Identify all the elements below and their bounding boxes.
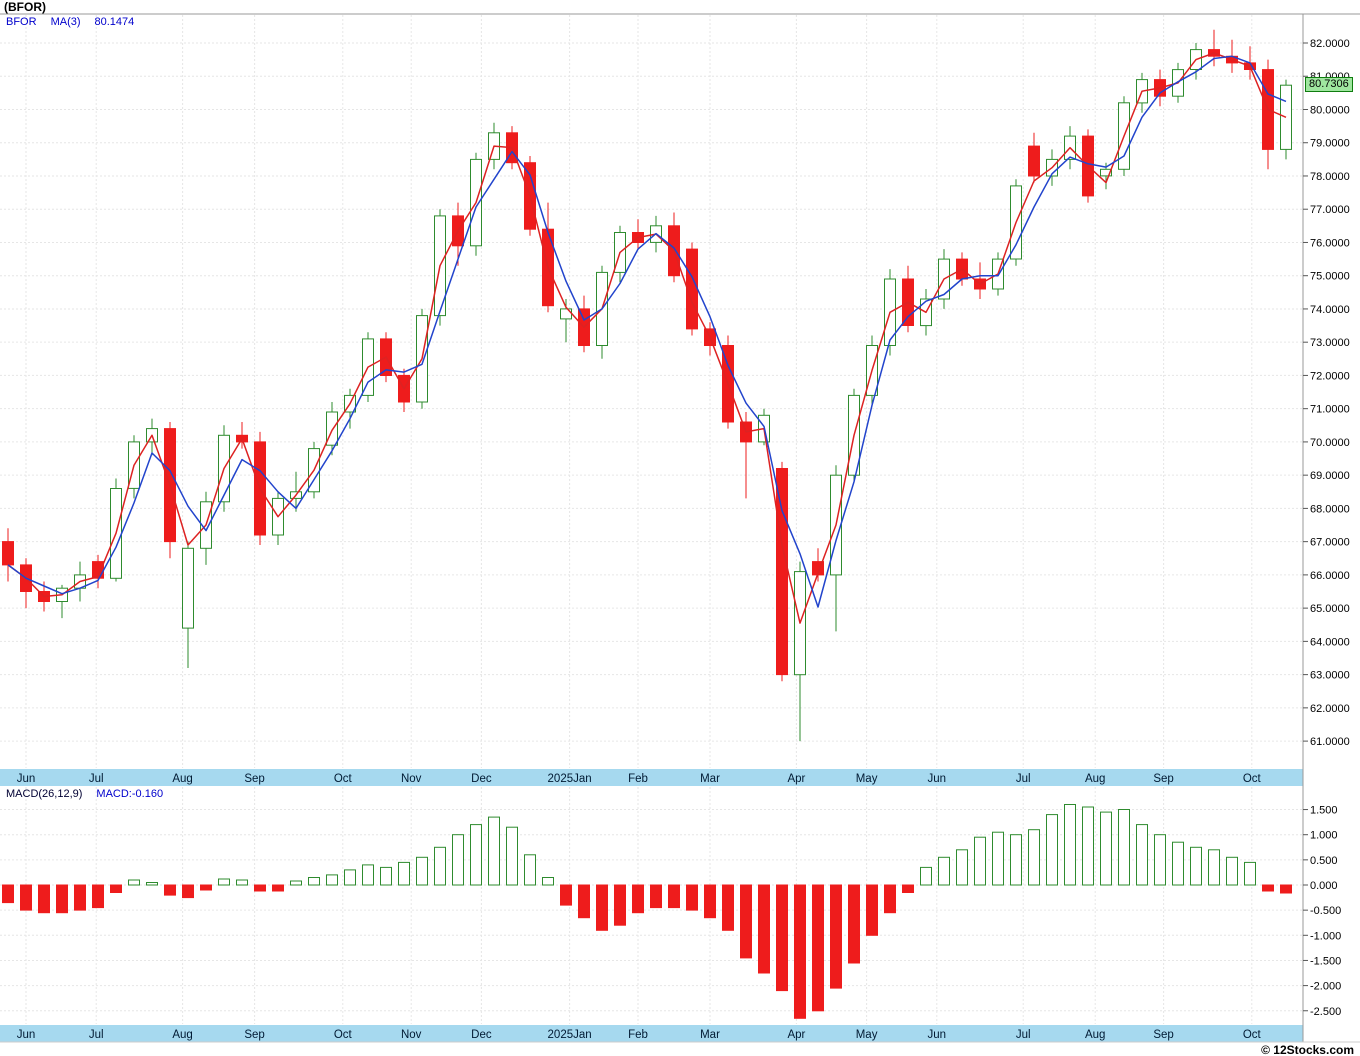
svg-text:-2.000: -2.000 — [1310, 981, 1341, 993]
macd-histogram — [2, 804, 1292, 1019]
ma-lines — [7, 52, 1287, 624]
svg-text:71.0000: 71.0000 — [1310, 404, 1350, 416]
svg-text:Oct: Oct — [334, 1029, 353, 1041]
svg-text:69.0000: 69.0000 — [1310, 470, 1350, 482]
pane-borders — [0, 13, 1360, 1043]
svg-text:-2.500: -2.500 — [1310, 1006, 1341, 1018]
svg-text:61.0000: 61.0000 — [1310, 736, 1350, 748]
price-legend: BFOR MA(3) 80.1474 — [6, 16, 134, 28]
svg-text:Feb: Feb — [628, 1029, 648, 1041]
legend-ma-value: 80.1474 — [94, 16, 135, 28]
price-axis: 61.0000 62.0000 63.0000 64.0000 65.0000 66.00… — [1303, 38, 1350, 748]
svg-text:2025Jan: 2025Jan — [548, 773, 592, 785]
svg-text:Jun: Jun — [928, 1029, 947, 1041]
macd-params: MACD(26,12,9) — [6, 788, 83, 800]
svg-text:Oct: Oct — [1243, 1029, 1262, 1041]
macd-value: MACD:-0.160 — [96, 788, 164, 800]
svg-text:77.0000: 77.0000 — [1310, 204, 1350, 216]
svg-text:Mar: Mar — [700, 1029, 720, 1041]
month-labels: Jun Jun Jul Jul Aug Aug Sep Sep Oct Oct Nov Nov Dec D… — [17, 773, 1262, 1041]
svg-text:64.0000: 64.0000 — [1310, 636, 1350, 648]
svg-text:0.500: 0.500 — [1310, 855, 1338, 867]
svg-text:Dec: Dec — [471, 1029, 492, 1041]
svg-text:66.0000: 66.0000 — [1310, 570, 1350, 582]
svg-text:Oct: Oct — [334, 773, 353, 785]
svg-text:Jul: Jul — [1016, 1029, 1031, 1041]
svg-text:79.0000: 79.0000 — [1310, 138, 1350, 150]
svg-text:72.0000: 72.0000 — [1310, 370, 1350, 382]
svg-text:May: May — [856, 773, 878, 785]
svg-text:Jul: Jul — [89, 1029, 104, 1041]
svg-text:-0.500: -0.500 — [1310, 905, 1341, 917]
svg-text:Aug: Aug — [172, 1029, 192, 1041]
month-axis-bands — [0, 769, 1303, 1042]
ma3-line — [7, 55, 1287, 608]
copyright: © 12Stocks.com — [1261, 1043, 1354, 1056]
symbol-title: (BFOR) — [4, 0, 46, 14]
candlesticks — [2, 29, 1292, 742]
svg-text:Sep: Sep — [244, 1029, 264, 1041]
macd-legend: MACD(26,12,9) MACD:-0.160 — [6, 788, 163, 800]
svg-text:Aug: Aug — [172, 773, 192, 785]
svg-text:63.0000: 63.0000 — [1310, 670, 1350, 682]
svg-text:73.0000: 73.0000 — [1310, 337, 1350, 349]
legend-symbol: BFOR — [6, 16, 37, 28]
svg-text:0.000: 0.000 — [1310, 880, 1338, 892]
svg-text:Jun: Jun — [928, 773, 947, 785]
svg-text:68.0000: 68.0000 — [1310, 503, 1350, 515]
svg-text:Apr: Apr — [787, 773, 805, 785]
svg-text:Feb: Feb — [628, 773, 648, 785]
svg-text:65.0000: 65.0000 — [1310, 603, 1350, 615]
svg-text:82.0000: 82.0000 — [1310, 38, 1350, 50]
svg-text:Sep: Sep — [244, 773, 264, 785]
svg-text:-1.500: -1.500 — [1310, 955, 1341, 967]
svg-text:78.0000: 78.0000 — [1310, 171, 1350, 183]
last-price-flag: 80.7306 — [1305, 77, 1353, 92]
svg-text:Mar: Mar — [700, 773, 720, 785]
svg-text:76.0000: 76.0000 — [1310, 237, 1350, 249]
svg-text:Nov: Nov — [401, 1029, 422, 1041]
svg-text:1.000: 1.000 — [1310, 830, 1338, 842]
svg-text:Jun: Jun — [17, 773, 36, 785]
svg-text:Aug: Aug — [1085, 1029, 1105, 1041]
svg-text:Aug: Aug — [1085, 773, 1105, 785]
svg-text:2025Jan: 2025Jan — [548, 1029, 592, 1041]
svg-text:Sep: Sep — [1153, 773, 1173, 785]
svg-text:May: May — [856, 1029, 878, 1041]
svg-text:62.0000: 62.0000 — [1310, 703, 1350, 715]
svg-text:Jun: Jun — [17, 1029, 36, 1041]
svg-text:80.0000: 80.0000 — [1310, 104, 1350, 116]
svg-text:75.0000: 75.0000 — [1310, 271, 1350, 283]
svg-text:Apr: Apr — [787, 1029, 805, 1041]
svg-text:1.500: 1.500 — [1310, 805, 1338, 817]
svg-text:Oct: Oct — [1243, 773, 1262, 785]
svg-text:70.0000: 70.0000 — [1310, 437, 1350, 449]
svg-text:Jul: Jul — [89, 773, 104, 785]
svg-text:74.0000: 74.0000 — [1310, 304, 1350, 316]
macd-axis: -2.500 -2.000 -1.500 -1.000 -0.500 0.000 0.500… — [1303, 805, 1341, 1018]
svg-text:Sep: Sep — [1153, 1029, 1173, 1041]
svg-text:-1.000: -1.000 — [1310, 930, 1341, 942]
svg-text:Jul: Jul — [1016, 773, 1031, 785]
ma-fast-line — [7, 52, 1287, 624]
legend-ma-label: MA(3) — [50, 16, 81, 28]
svg-text:67.0000: 67.0000 — [1310, 537, 1350, 549]
svg-text:Dec: Dec — [471, 773, 492, 785]
svg-text:Nov: Nov — [401, 773, 422, 785]
